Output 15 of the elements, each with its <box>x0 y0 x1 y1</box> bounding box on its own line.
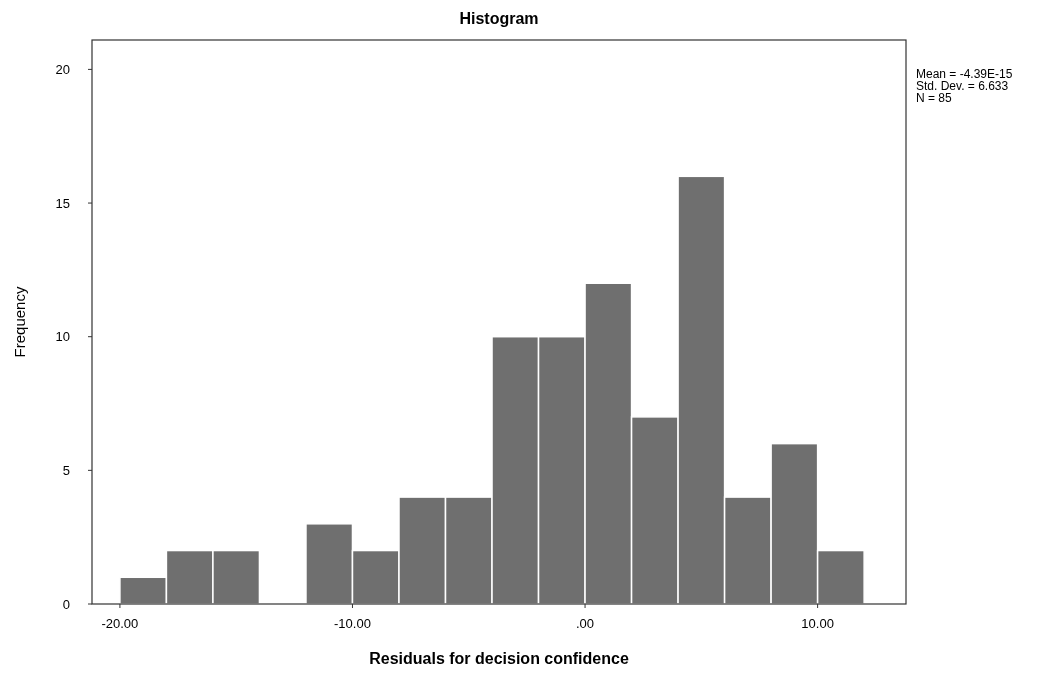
x-tick-label: 10.00 <box>801 616 834 631</box>
y-tick-label: 5 <box>62 462 70 478</box>
x-tick-label: -10.00 <box>334 616 371 631</box>
y-tick-label: 0 <box>62 596 70 612</box>
y-tick-label: 15 <box>55 195 70 211</box>
x-tick-label: -20.00 <box>101 616 139 631</box>
text: Std. Dev. = 6.633 <box>916 79 1009 93</box>
x-tick-label: .00 <box>576 616 595 631</box>
x-axis-title: Residuals for decision confidence <box>369 650 629 667</box>
text: N = 85 <box>916 91 953 105</box>
text: Mean = -4.39E-15 <box>916 67 1013 81</box>
y-tick-label: 10 <box>55 329 70 345</box>
y-axis-title: Frequency <box>11 286 28 358</box>
chart-title: Histogram <box>459 10 539 27</box>
y-tick-label: 20 <box>55 61 70 77</box>
